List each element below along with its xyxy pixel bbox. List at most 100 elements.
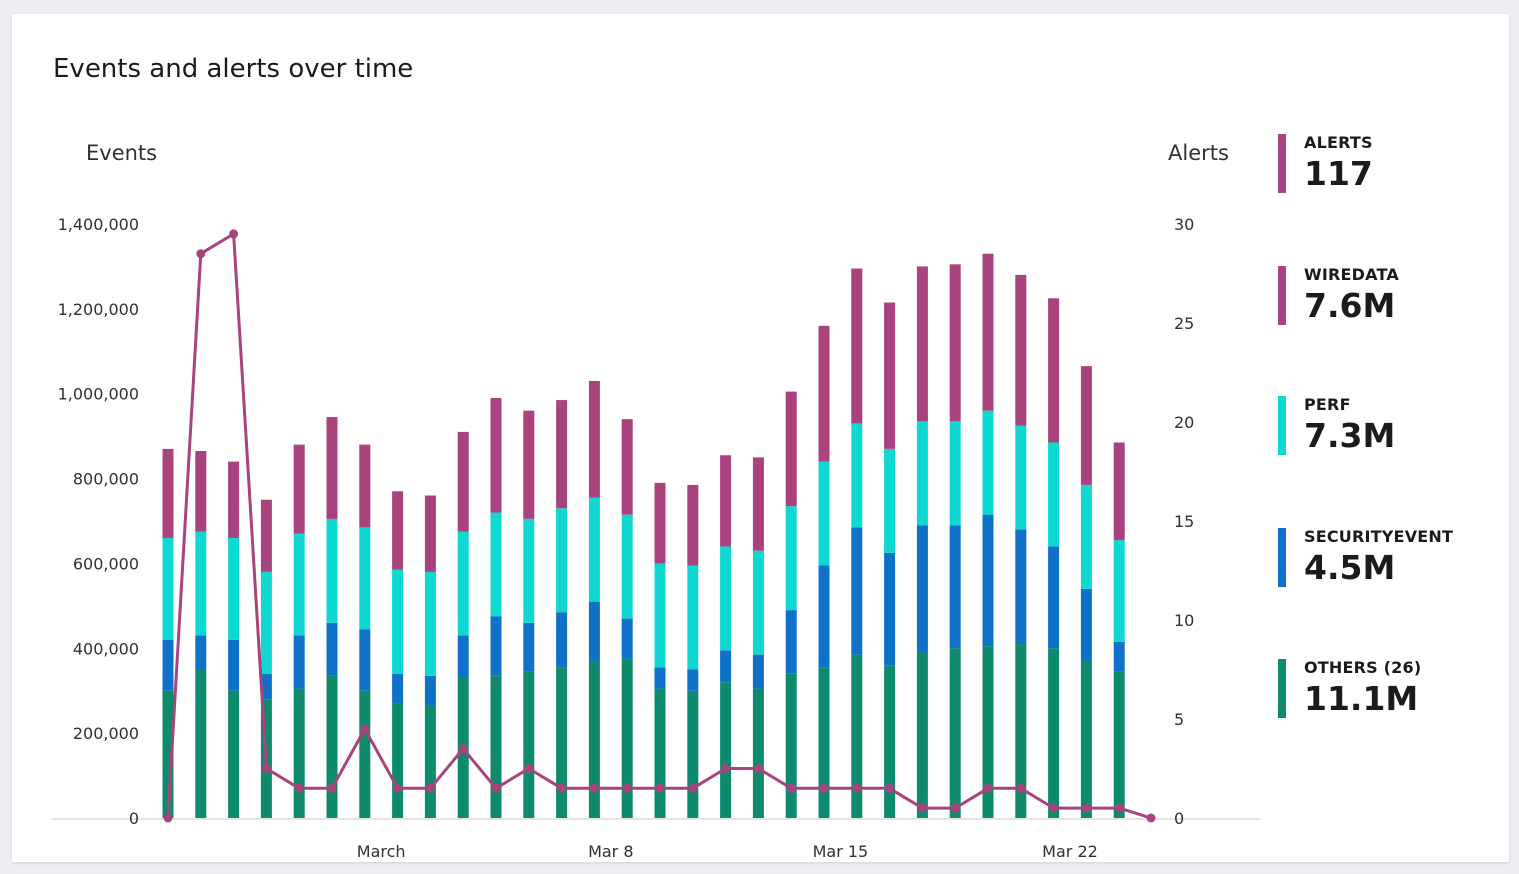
bar-segment-securityevent[interactable] [752, 654, 764, 689]
bar-segment-securityevent[interactable] [949, 525, 961, 649]
legend-item-others[interactable]: OTHERS (26) 11.1M [1278, 655, 1478, 718]
bar-segment-wiredata[interactable] [720, 455, 732, 547]
bar-segment-securityevent[interactable] [1015, 529, 1027, 645]
bar-segment-wiredata[interactable] [1048, 298, 1060, 443]
bar-segment-perf[interactable] [982, 410, 994, 515]
legend-item-alerts[interactable]: ALERTS 117 [1278, 130, 1478, 193]
bar-segment-securityevent[interactable] [228, 639, 240, 691]
bar-segment-securityevent[interactable] [588, 601, 600, 662]
bar-segment-others[interactable] [982, 646, 994, 818]
bar-segment-wiredata[interactable] [588, 380, 600, 498]
bar-segment-others[interactable] [1015, 644, 1027, 818]
alerts-point[interactable] [786, 783, 796, 793]
bar-segment-securityevent[interactable] [720, 650, 732, 683]
bar-segment-wiredata[interactable] [326, 417, 338, 519]
bar-segment-perf[interactable] [884, 448, 896, 553]
alerts-point[interactable] [753, 764, 763, 773]
bar-segment-securityevent[interactable] [490, 616, 502, 676]
bar-segment-perf[interactable] [752, 550, 764, 655]
bar-segment-wiredata[interactable] [195, 450, 207, 532]
alerts-point[interactable] [950, 803, 960, 813]
bar-segment-securityevent[interactable] [195, 635, 207, 670]
bar-segment-wiredata[interactable] [654, 482, 666, 564]
alerts-point[interactable] [688, 783, 698, 793]
bar-segment-perf[interactable] [1015, 425, 1027, 530]
alerts-point[interactable] [885, 783, 895, 793]
bar-segment-others[interactable] [621, 658, 633, 818]
legend-item-securityevent[interactable]: SECURITYEVENT 4.5M [1278, 524, 1478, 587]
alerts-point[interactable] [917, 803, 927, 813]
bar-segment-others[interactable] [293, 688, 305, 818]
bar-segment-wiredata[interactable] [982, 253, 994, 411]
bar-segment-others[interactable] [1048, 648, 1060, 818]
bar-segment-wiredata[interactable] [818, 325, 830, 462]
bar-segment-others[interactable] [884, 665, 896, 818]
bar-segment-wiredata[interactable] [884, 302, 896, 449]
bar-segment-securityevent[interactable] [785, 610, 797, 674]
bar-segment-perf[interactable] [490, 512, 502, 617]
bar-segment-perf[interactable] [851, 423, 863, 528]
bar-segment-securityevent[interactable] [392, 673, 404, 704]
bar-segment-securityevent[interactable] [884, 552, 896, 666]
bar-segment-others[interactable] [916, 652, 928, 818]
bar-segment-perf[interactable] [457, 531, 469, 636]
alerts-point[interactable] [1081, 803, 1091, 813]
bar-segment-securityevent[interactable] [1048, 546, 1060, 649]
bar-segment-wiredata[interactable] [1080, 366, 1092, 485]
bar-segment-others[interactable] [490, 675, 502, 818]
bar-segment-wiredata[interactable] [490, 397, 502, 513]
bar-segment-others[interactable] [162, 690, 174, 818]
bar-segment-perf[interactable] [260, 571, 272, 674]
bar-segment-perf[interactable] [588, 497, 600, 602]
bar-segment-securityevent[interactable] [556, 612, 568, 668]
bar-segment-others[interactable] [654, 688, 666, 818]
bar-segment-others[interactable] [851, 654, 863, 818]
bar-segment-perf[interactable] [654, 563, 666, 668]
bar-segment-perf[interactable] [949, 421, 961, 526]
alerts-point[interactable] [589, 783, 599, 793]
bar-segment-wiredata[interactable] [359, 444, 371, 528]
bar-segment-others[interactable] [752, 688, 764, 818]
alerts-point[interactable] [393, 783, 403, 793]
alerts-point[interactable] [261, 764, 271, 773]
bar-segment-wiredata[interactable] [851, 268, 863, 424]
bar-segment-others[interactable] [687, 690, 699, 818]
bar-segment-perf[interactable] [523, 518, 535, 623]
bar-segment-perf[interactable] [621, 514, 633, 619]
bar-segment-wiredata[interactable] [293, 444, 305, 534]
alerts-point[interactable] [360, 724, 370, 734]
bar-segment-others[interactable] [359, 690, 371, 818]
bar-segment-wiredata[interactable] [260, 499, 272, 572]
bar-segment-securityevent[interactable] [818, 565, 830, 668]
alerts-point[interactable] [557, 783, 567, 793]
alerts-point[interactable] [524, 764, 534, 773]
alerts-point[interactable] [622, 783, 632, 793]
bar-segment-others[interactable] [523, 671, 535, 818]
bar-segment-wiredata[interactable] [228, 461, 240, 538]
alerts-point[interactable] [852, 783, 862, 793]
bar-segment-securityevent[interactable] [293, 635, 305, 689]
bar-segment-securityevent[interactable] [359, 629, 371, 691]
bar-segment-perf[interactable] [293, 533, 305, 636]
bar-segment-wiredata[interactable] [556, 400, 568, 509]
bar-segment-perf[interactable] [195, 531, 207, 636]
bar-segment-securityevent[interactable] [326, 622, 338, 676]
bar-segment-wiredata[interactable] [457, 431, 469, 532]
bar-segment-wiredata[interactable] [949, 264, 961, 422]
bar-segment-others[interactable] [424, 705, 436, 818]
alerts-point[interactable] [294, 783, 304, 793]
bar-segment-others[interactable] [1113, 671, 1125, 818]
bar-segment-wiredata[interactable] [916, 266, 928, 422]
bar-segment-wiredata[interactable] [752, 457, 764, 551]
alerts-point[interactable] [458, 744, 468, 754]
bar-segment-perf[interactable] [1080, 484, 1092, 589]
alerts-point[interactable] [1146, 813, 1156, 823]
bar-segment-securityevent[interactable] [916, 525, 928, 653]
bar-segment-others[interactable] [228, 690, 240, 818]
bar-segment-securityevent[interactable] [851, 527, 863, 655]
alerts-point[interactable] [229, 229, 239, 239]
bar-segment-securityevent[interactable] [982, 514, 994, 647]
bar-segment-perf[interactable] [818, 461, 830, 566]
alerts-point[interactable] [655, 783, 665, 793]
bar-segment-others[interactable] [720, 682, 732, 818]
